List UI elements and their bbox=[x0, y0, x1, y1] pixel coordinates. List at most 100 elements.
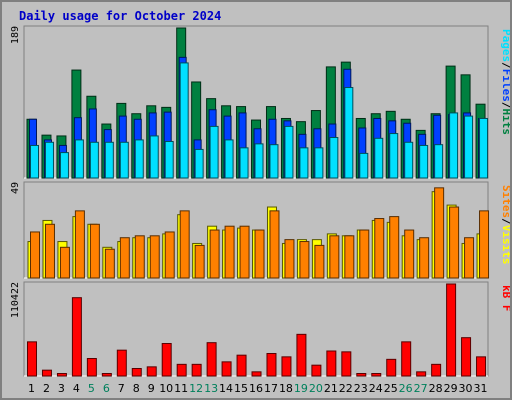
visits-sites-sites-bar bbox=[224, 225, 235, 279]
visits-sites-sites-bar bbox=[209, 229, 220, 279]
kbytes-kb-f-bar bbox=[281, 356, 292, 377]
kbytes-kb-f-bar bbox=[386, 358, 397, 377]
hits-files-pages-legend: Pages/Files/Hits bbox=[500, 29, 510, 135]
visits-sites-sites-bar bbox=[149, 235, 160, 279]
legend-entry: kB F bbox=[500, 285, 510, 312]
hits-files-pages-pages-bar bbox=[299, 147, 309, 179]
hits-files-pages-axis-max-label: 189 bbox=[10, 26, 21, 44]
legend-entry: Visits bbox=[500, 225, 510, 265]
day-label: 17 bbox=[264, 382, 278, 395]
kbytes-kb-f-bar bbox=[476, 356, 487, 377]
kbytes-axis-max-label: 110422 bbox=[10, 282, 21, 318]
visits-sites-sites-bar bbox=[134, 235, 145, 279]
hits-files-pages-pages-bar bbox=[389, 133, 399, 179]
kbytes-kb-f-bar bbox=[27, 341, 37, 377]
hits-files-pages-pages-bar bbox=[74, 139, 84, 179]
day-label: 16 bbox=[249, 382, 263, 395]
hits-files-pages-pages-bar bbox=[419, 144, 429, 179]
kbytes-kb-f-bar bbox=[116, 349, 127, 377]
legend-entry: / bbox=[500, 218, 510, 225]
day-label: 12 bbox=[189, 382, 203, 395]
hits-files-pages-pages-bar bbox=[44, 141, 54, 179]
visits-sites-sites-bar bbox=[434, 187, 445, 279]
day-label: 22 bbox=[339, 382, 353, 395]
hits-files-pages-pages-bar bbox=[344, 87, 354, 179]
day-label: 3 bbox=[58, 382, 65, 395]
hits-files-pages-pages-bar bbox=[464, 115, 474, 179]
day-label: 29 bbox=[444, 382, 458, 395]
visits-sites-sites-bar bbox=[314, 244, 325, 279]
visits-sites-sites-bar bbox=[30, 231, 40, 279]
kbytes-kb-f-bar bbox=[416, 371, 427, 377]
day-label: 9 bbox=[148, 382, 155, 395]
hits-files-pages-pages-bar bbox=[134, 139, 144, 179]
kbytes-kb-f-bar bbox=[86, 358, 97, 377]
kbytes-kb-f-bar bbox=[161, 343, 172, 377]
visits-sites-sites-bar bbox=[374, 218, 385, 279]
kbytes-panel: 110422 kB F bbox=[10, 281, 510, 377]
hits-files-pages-pages-bar bbox=[89, 141, 99, 179]
visits-sites-sites-bar bbox=[89, 223, 100, 279]
legend-entry: Hits bbox=[500, 109, 510, 136]
hits-files-pages-pages-bar bbox=[449, 112, 459, 179]
visits-sites-sites-bar bbox=[329, 235, 340, 279]
day-label: 1 bbox=[28, 382, 35, 395]
kbytes-legend: kB F bbox=[500, 285, 510, 312]
kbytes-kb-f-bar bbox=[341, 351, 352, 377]
kbytes-kb-f-bar bbox=[326, 350, 337, 377]
legend-entry: Files bbox=[500, 69, 510, 102]
hits-files-pages-pages-bar bbox=[359, 152, 369, 179]
kbytes-kb-f-bar bbox=[101, 373, 112, 377]
day-label: 11 bbox=[174, 382, 188, 395]
day-label: 4 bbox=[73, 382, 80, 395]
legend-entry: / bbox=[500, 62, 510, 69]
hits-files-pages-pages-bar bbox=[374, 137, 384, 179]
visits-sites-sites-bar bbox=[194, 244, 205, 279]
kbytes-kb-f-bar bbox=[131, 368, 142, 377]
kbytes-kb-f-bar bbox=[71, 297, 82, 377]
visits-sites-sites-bar bbox=[254, 229, 265, 279]
day-label: 30 bbox=[459, 382, 473, 395]
visits-sites-sites-bar bbox=[359, 229, 370, 279]
kbytes-kb-f-bar bbox=[266, 353, 277, 377]
hits-files-pages-pages-bar bbox=[284, 125, 294, 179]
hits-files-pages-panel: 189 Pages/Files/Hits bbox=[10, 25, 510, 179]
kbytes-kb-f-bar bbox=[446, 283, 457, 377]
day-label: 15 bbox=[234, 382, 248, 395]
hits-files-pages-pages-bar bbox=[59, 152, 69, 179]
kbytes-kb-f-bar bbox=[431, 363, 442, 377]
day-label: 5 bbox=[88, 382, 95, 395]
kbytes-kb-f-bar bbox=[191, 363, 202, 377]
visits-sites-sites-bar bbox=[344, 235, 355, 279]
visits-sites-sites-bar bbox=[419, 237, 430, 279]
hits-files-pages-pages-bar bbox=[404, 141, 414, 179]
hits-files-pages-pages-bar bbox=[119, 141, 129, 179]
hits-files-pages-pages-bar bbox=[194, 148, 204, 179]
day-label: 6 bbox=[103, 382, 110, 395]
legend-entry: / bbox=[500, 102, 510, 109]
hits-files-pages-pages-bar bbox=[479, 117, 489, 179]
visits-sites-sites-bar bbox=[404, 229, 415, 279]
day-label: 23 bbox=[354, 382, 368, 395]
visits-sites-sites-bar bbox=[284, 239, 295, 279]
kbytes-kb-f-bar bbox=[56, 373, 67, 377]
kbytes-kb-f-bar bbox=[371, 373, 382, 377]
visits-sites-sites-bar bbox=[464, 237, 475, 279]
kbytes-kb-f-bar bbox=[461, 337, 472, 377]
day-label: 2 bbox=[43, 382, 50, 395]
visits-sites-sites-bar bbox=[74, 210, 85, 279]
day-label: 8 bbox=[133, 382, 140, 395]
day-label: 20 bbox=[309, 382, 323, 395]
chart-title: Daily usage for October 2024 bbox=[19, 9, 221, 23]
day-label: 21 bbox=[324, 382, 338, 395]
visits-sites-sites-bar bbox=[269, 210, 280, 279]
hits-files-pages-pages-bar bbox=[104, 141, 114, 179]
day-label: 19 bbox=[294, 382, 308, 395]
hits-files-pages-pages-bar bbox=[224, 139, 234, 179]
day-label: 18 bbox=[279, 382, 293, 395]
kbytes-kb-f-bar bbox=[236, 354, 247, 377]
hits-files-pages-pages-bar bbox=[239, 147, 249, 179]
hits-files-pages-pages-bar bbox=[164, 140, 174, 179]
kbytes-kb-f-bar bbox=[221, 361, 232, 377]
